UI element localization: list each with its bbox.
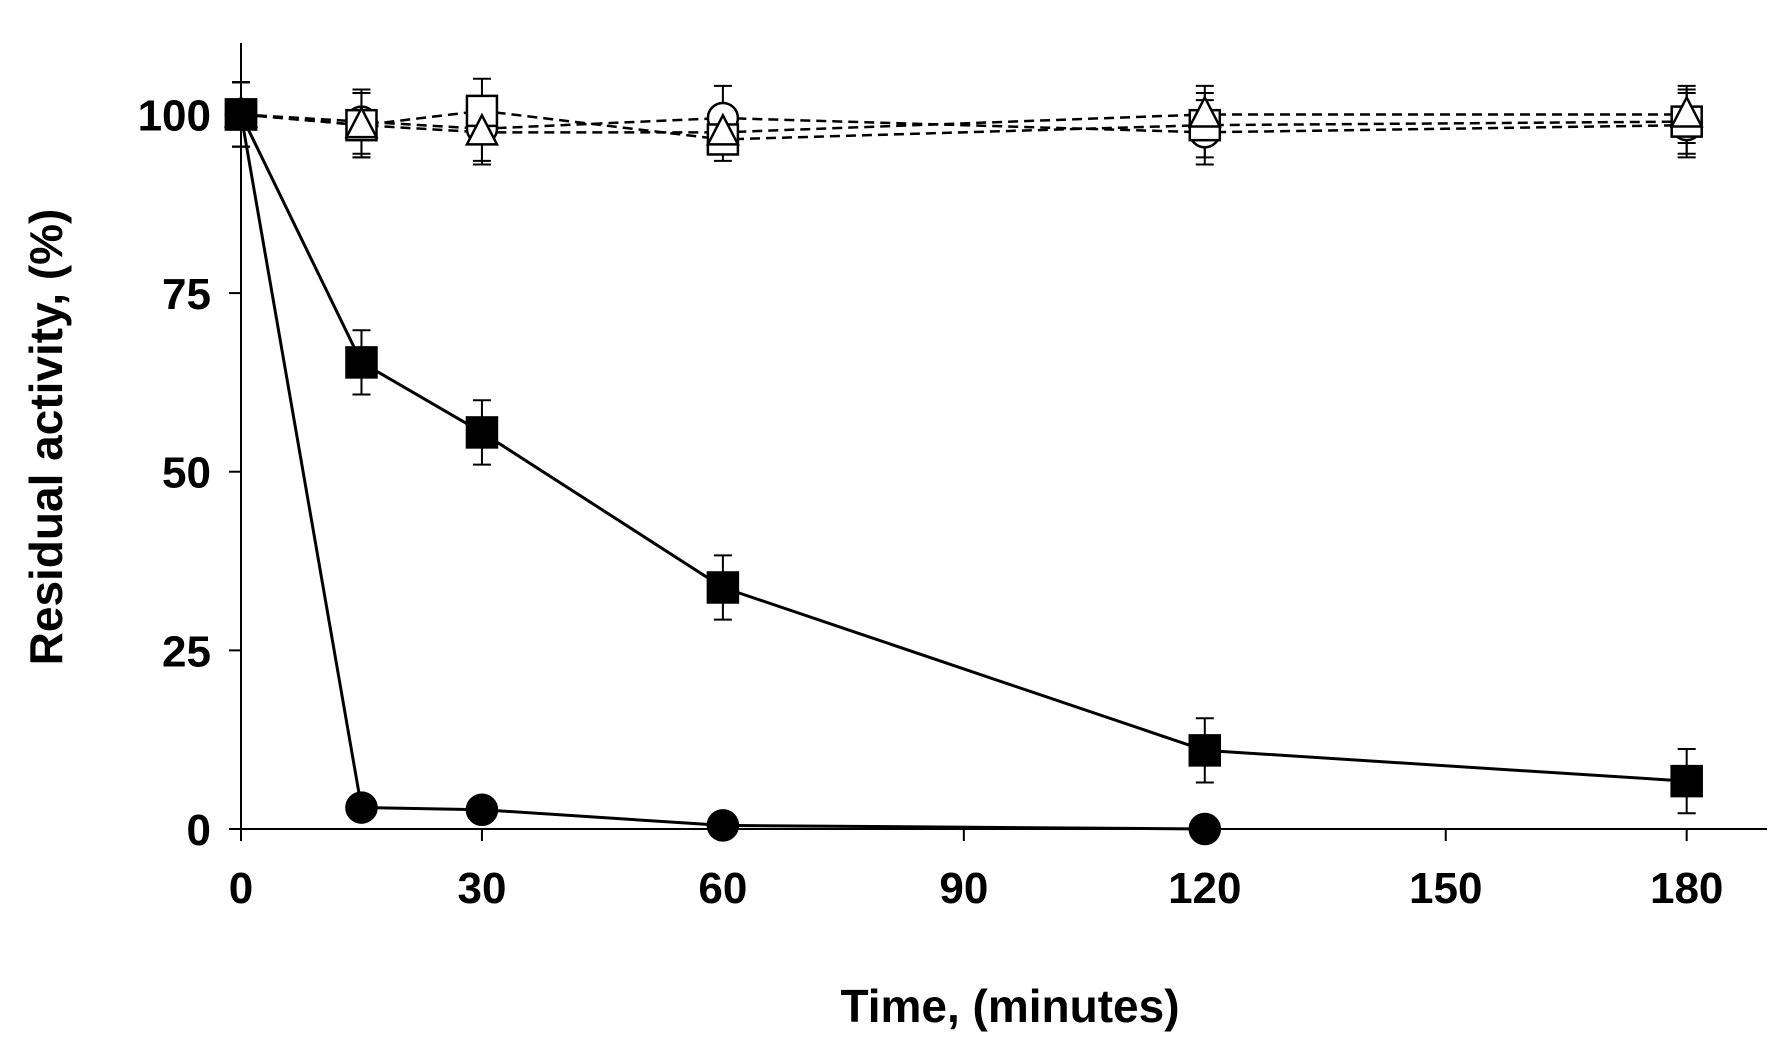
y-tick-label: 100 bbox=[138, 91, 211, 140]
filled-square-point bbox=[465, 416, 499, 449]
error-bars-layer bbox=[232, 77, 1696, 815]
open-triangle-point bbox=[1669, 94, 1704, 128]
series-lines-layer bbox=[239, 109, 1687, 831]
y-axis-title: Residual activity, (%) bbox=[20, 209, 72, 666]
x-tick-label: 180 bbox=[1650, 864, 1723, 913]
filled-square-point bbox=[706, 571, 740, 604]
open-triangle-line bbox=[240, 113, 1687, 134]
y-tick-label: 75 bbox=[162, 270, 211, 319]
filled-square-point bbox=[224, 98, 258, 131]
filled-square-point bbox=[1670, 764, 1703, 798]
filled-square-line bbox=[239, 113, 1687, 783]
filled-circle-point bbox=[465, 793, 499, 826]
filled-circle-point bbox=[706, 809, 740, 842]
markers-layer bbox=[223, 94, 1704, 846]
open-triangle-point bbox=[464, 112, 500, 146]
y-tick-label: 25 bbox=[162, 627, 211, 676]
filled-circle-point bbox=[1188, 812, 1222, 846]
y-tick-label: 0 bbox=[187, 806, 211, 855]
x-tick-label: 0 bbox=[229, 864, 253, 913]
y-tick-label: 50 bbox=[162, 449, 211, 498]
x-tick-label: 120 bbox=[1168, 864, 1241, 913]
open-circle-line bbox=[240, 113, 1687, 134]
filled-circle-line bbox=[239, 114, 1205, 831]
filled-square-point bbox=[1188, 734, 1222, 767]
x-tick-label: 30 bbox=[457, 864, 506, 913]
open-triangle-point bbox=[1187, 94, 1222, 128]
ticks-layer: 0 25 50 75 100 0 30 60 90 120 150 180 bbox=[138, 91, 1724, 913]
x-tick-label: 150 bbox=[1409, 864, 1482, 913]
x-tick-label: 60 bbox=[698, 864, 747, 913]
open-triangle-point bbox=[344, 105, 379, 139]
filled-circle-point bbox=[345, 791, 378, 824]
x-tick-label: 90 bbox=[939, 864, 988, 913]
axes-layer bbox=[240, 43, 1767, 830]
x-axis-title: Time, (minutes) bbox=[840, 980, 1179, 1032]
filled-square-point bbox=[345, 346, 378, 379]
open-triangle-point bbox=[705, 112, 740, 146]
